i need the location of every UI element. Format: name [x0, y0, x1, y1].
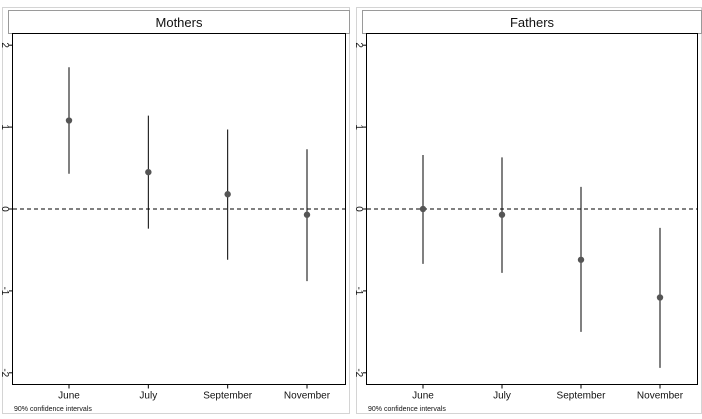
y-tick-label: -2 [353, 368, 364, 377]
y-tick-label: 1 [0, 124, 10, 130]
panel-frame [356, 7, 702, 414]
x-tick-label: September [557, 391, 607, 402]
x-tick-label: November [284, 391, 331, 402]
point-estimate [498, 211, 506, 218]
plot-region [366, 33, 698, 385]
point-estimate [145, 168, 152, 176]
point-estimate [419, 205, 427, 213]
x-tick-label: June [58, 391, 80, 402]
x-tick-label: September [203, 391, 253, 402]
panel-fathers: Fathers 2 1 0 -1 -2 June July September November 9… [353, 7, 702, 414]
panel-frame [2, 7, 350, 414]
panel-mothers: Mothers 2 1 0 -1 -2 June July September November 9… [0, 7, 350, 414]
y-tick-label: -2 [0, 368, 10, 377]
point-estimate [303, 211, 311, 218]
y-tick-label: 2 [0, 42, 10, 48]
x-tick-label: July [493, 391, 511, 402]
point-estimate [656, 294, 664, 301]
point-estimate [577, 256, 585, 263]
y-tick-label: 0 [353, 206, 364, 212]
y-tick-label: -1 [353, 286, 364, 295]
y-tick-label: -1 [0, 286, 10, 295]
x-tick-label: July [139, 391, 157, 402]
y-tick-label: 0 [0, 206, 10, 212]
confidence-note: 90% confidence intervals [368, 406, 446, 413]
y-tick-label: 1 [353, 124, 364, 130]
panel-title: Mothers [156, 15, 203, 30]
confidence-note: 90% confidence intervals [14, 406, 92, 413]
point-estimate [65, 117, 73, 124]
panel-title: Fathers [510, 15, 555, 30]
point-estimate [224, 191, 231, 198]
x-tick-label: November [637, 391, 684, 402]
x-tick-label: June [412, 391, 434, 402]
y-tick-label: 2 [353, 42, 364, 48]
plot-region [12, 33, 346, 385]
